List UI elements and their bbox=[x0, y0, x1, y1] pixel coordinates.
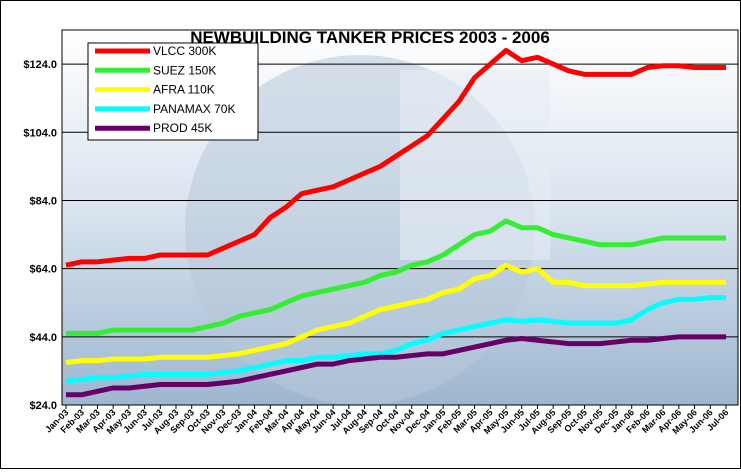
y-tick-label: $124.0 bbox=[23, 59, 57, 71]
y-tick-label: $24.0 bbox=[29, 400, 57, 412]
legend-label: PANAMAX 70K bbox=[153, 102, 235, 116]
legend: VLCC 300K SUEZ 150K AFRA 110K PANAMAX 70K PR… bbox=[88, 43, 258, 140]
legend-label: AFRA 110K bbox=[153, 83, 215, 97]
legend-label: PROD 45K bbox=[153, 121, 212, 135]
y-tick-label: $44.0 bbox=[29, 332, 57, 344]
page: {"chart_data":{"type":"line","title":"NE… bbox=[0, 0, 741, 469]
y-tick-label: $84.0 bbox=[29, 195, 57, 207]
legend-label: VLCC 300K bbox=[153, 44, 216, 58]
background-emblem bbox=[400, 70, 550, 260]
y-tick-label: $104.0 bbox=[23, 127, 57, 139]
legend-label: SUEZ 150K bbox=[153, 63, 216, 77]
y-tick-label: $64.0 bbox=[29, 264, 57, 276]
chart: NEWBUILDING TANKER PRICES 2003 - 2006 $2… bbox=[0, 0, 741, 469]
